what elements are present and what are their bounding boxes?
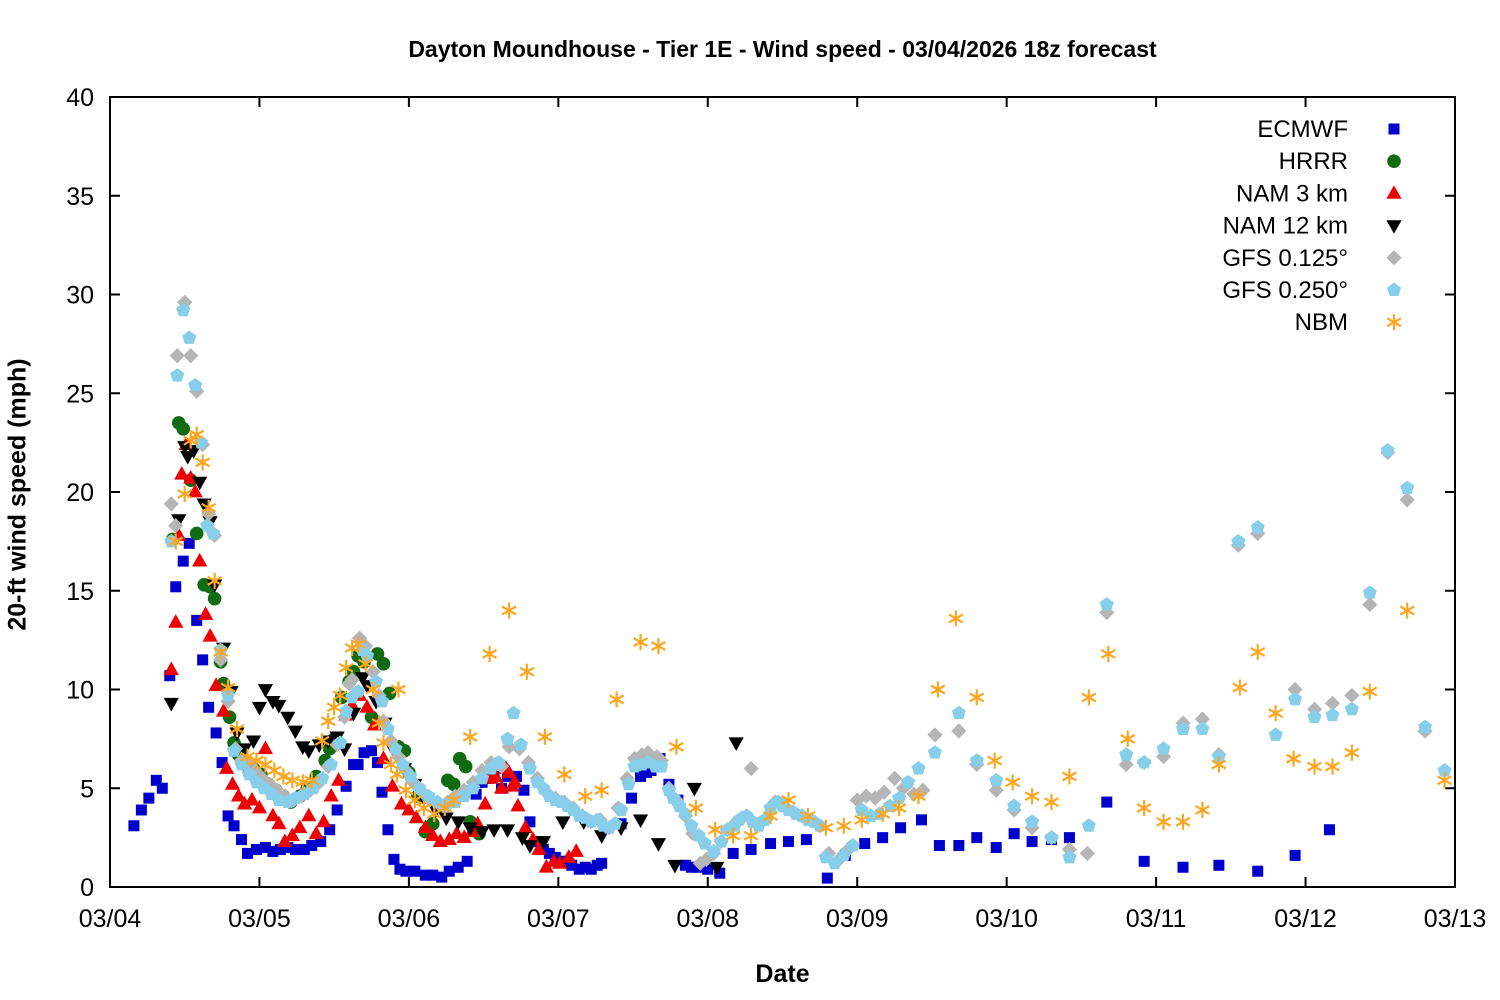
series-nam-12-km: [163, 441, 744, 876]
x-tick-label: 03/08: [676, 905, 739, 933]
legend-label-gfs-0-250-: GFS 0.250°: [1222, 277, 1348, 304]
x-tick-label: 03/10: [975, 905, 1038, 933]
legend-marker-square-icon: [1388, 123, 1400, 135]
y-axis-title: 20-ft wind speed (mph): [3, 358, 32, 631]
x-tick-label: 03/13: [1424, 905, 1487, 933]
legend-label-nam-12-km: NAM 12 km: [1223, 213, 1348, 240]
legend-label-nbm: NBM: [1295, 309, 1348, 336]
legend-marker-circle-icon: [1387, 154, 1401, 168]
y-axis: 0 5 10 15 20 25 30 35 40: [66, 84, 1455, 902]
x-tick-label: 03/09: [826, 905, 889, 933]
x-axis: 03/04 03/05 03/06 03/07 03/08 03/09 03/10 03/11…: [79, 97, 1487, 933]
y-tick-label: 25: [66, 380, 94, 408]
legend-marker-diamond-icon: [1386, 250, 1402, 266]
x-tick-label: 03/05: [228, 905, 291, 933]
legend-marker-triangle-up-icon: [1386, 185, 1402, 199]
x-tick-label: 03/07: [527, 905, 590, 933]
y-tick-label: 35: [66, 183, 94, 211]
y-tick-label: 0: [80, 874, 94, 902]
series-nam-3-km: [163, 436, 584, 873]
x-tick-label: 03/11: [1126, 905, 1187, 933]
series-nbm: [168, 426, 1453, 844]
y-tick-label: 20: [66, 479, 94, 507]
series-gfs-0-250-: [164, 302, 1452, 870]
legend-marker-pentagon-icon: [1386, 282, 1402, 296]
legend-label-hrrr: HRRR: [1279, 148, 1348, 175]
x-tick-label: 03/04: [79, 905, 142, 933]
x-tick-label: 03/06: [378, 905, 441, 933]
legend-label-ecmwf: ECMWF: [1257, 116, 1348, 143]
y-tick-label: 40: [66, 84, 94, 112]
legend-label-nam-3-km: NAM 3 km: [1236, 180, 1348, 207]
x-axis-title: Date: [755, 960, 810, 988]
y-tick-label: 5: [80, 775, 94, 803]
legend: ECMWF HRRR NAM 3 km NAM 12 km GFS 0.125° GFS …: [1222, 116, 1402, 336]
legend-label-gfs-0-125-: GFS 0.125°: [1222, 245, 1348, 272]
series-gfs-0-125-: [163, 294, 1433, 871]
y-tick-label: 15: [66, 578, 94, 606]
x-tick-label: 03/12: [1274, 905, 1337, 933]
legend-marker-asterisk-icon: [1386, 314, 1402, 331]
y-tick-label: 10: [66, 677, 94, 705]
chart-title: Dayton Moundhouse - Tier 1E - Wind speed…: [408, 36, 1157, 62]
y-tick-label: 30: [66, 282, 94, 310]
legend-marker-triangle-down-icon: [1386, 220, 1402, 234]
